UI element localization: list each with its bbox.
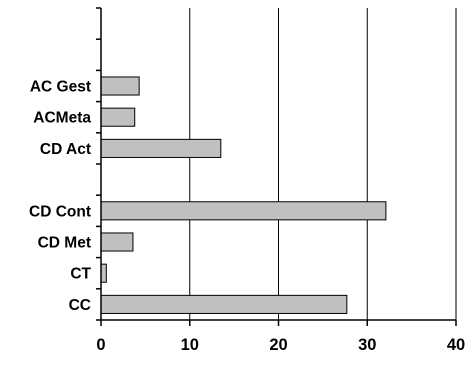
gridlines: [189, 8, 457, 320]
bars: [100, 76, 387, 314]
bar-cd-cont: [100, 201, 387, 221]
x-tick-label: 30: [358, 336, 376, 354]
tick-labels: 0 10 20 30 40: [96, 336, 465, 354]
category-label: CD Cont: [29, 203, 91, 220]
category-label: CD Act: [40, 141, 91, 158]
category-label: CD Met: [38, 235, 91, 252]
bar-cd-act: [100, 138, 222, 158]
category-label: CC: [69, 297, 91, 314]
axes: [96, 7, 457, 326]
x-tick-label: 40: [447, 336, 465, 354]
x-tick-label: 10: [181, 336, 199, 354]
bar-cc: [100, 294, 348, 314]
bar-cd-met: [100, 232, 134, 252]
category-label: ACMeta: [33, 110, 91, 127]
bar-acmeta: [100, 107, 136, 127]
x-tick-label: 0: [96, 336, 105, 354]
bar-ct: [100, 263, 107, 283]
category-label: CT: [70, 266, 91, 283]
bar-ac-gest: [100, 76, 140, 96]
x-tick-label: 20: [269, 336, 287, 354]
category-labels: AC Gest ACMeta CD Act CD Cont CD Met CT CC: [29, 79, 92, 314]
category-label: AC Gest: [30, 79, 91, 96]
